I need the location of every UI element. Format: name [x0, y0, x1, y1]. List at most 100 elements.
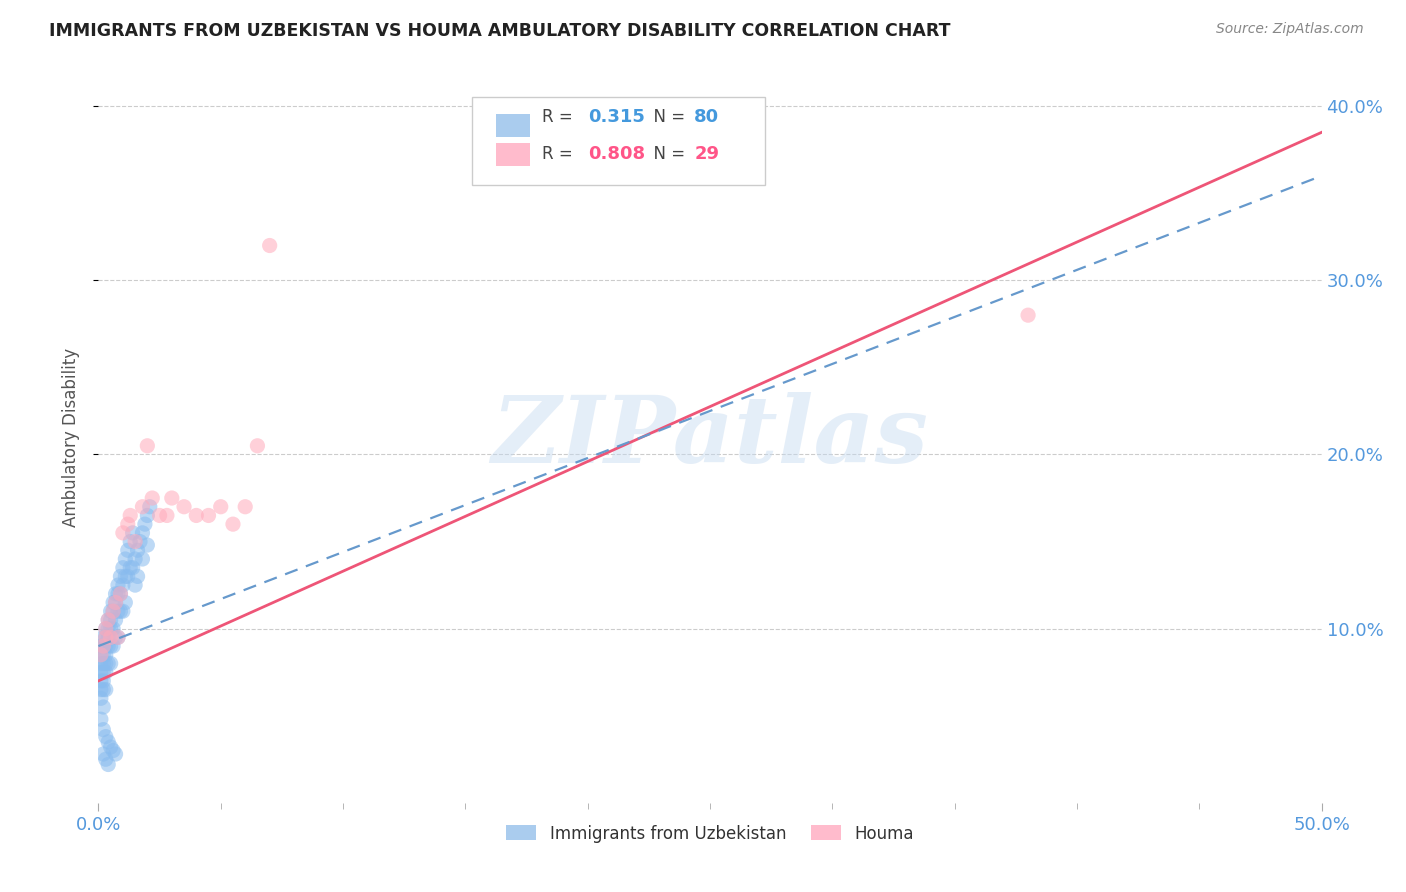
- Point: [124, 578, 146, 592]
- Point: [124, 534, 146, 549]
- Point: [114, 595, 136, 609]
- Point: [94, 648, 117, 662]
- Point: [110, 587, 132, 601]
- Point: [197, 508, 219, 523]
- Point: [104, 747, 127, 761]
- Point: [104, 631, 127, 645]
- Point: [97, 631, 120, 645]
- FancyBboxPatch shape: [496, 143, 530, 167]
- Point: [120, 560, 142, 574]
- Point: [94, 622, 117, 636]
- Point: [111, 578, 134, 592]
- Text: IMMIGRANTS FROM UZBEKISTAN VS HOUMA AMBULATORY DISABILITY CORRELATION CHART: IMMIGRANTS FROM UZBEKISTAN VS HOUMA AMBU…: [49, 22, 950, 40]
- Point: [114, 552, 136, 566]
- Point: [101, 639, 124, 653]
- Point: [91, 665, 114, 680]
- Point: [90, 639, 112, 653]
- Point: [131, 552, 153, 566]
- Point: [101, 622, 124, 636]
- Text: 0.808: 0.808: [588, 145, 645, 163]
- Point: [120, 508, 142, 523]
- Point: [136, 439, 159, 453]
- Text: ZIPatlas: ZIPatlas: [492, 392, 928, 482]
- Point: [97, 613, 120, 627]
- Point: [94, 639, 117, 653]
- Point: [100, 622, 122, 636]
- Point: [186, 508, 208, 523]
- Point: [259, 238, 281, 252]
- Text: 29: 29: [695, 145, 718, 163]
- Point: [121, 560, 143, 574]
- Point: [97, 613, 120, 627]
- Point: [131, 525, 153, 540]
- Point: [97, 757, 120, 772]
- Point: [107, 631, 129, 645]
- Point: [91, 631, 114, 645]
- Point: [90, 665, 112, 680]
- Point: [100, 639, 122, 653]
- Point: [114, 569, 136, 583]
- Point: [110, 604, 132, 618]
- Point: [117, 569, 139, 583]
- Point: [94, 682, 117, 697]
- FancyBboxPatch shape: [471, 97, 765, 185]
- Point: [111, 560, 134, 574]
- Point: [104, 595, 127, 609]
- Point: [127, 543, 149, 558]
- Point: [136, 508, 159, 523]
- Point: [110, 587, 132, 601]
- Point: [160, 491, 183, 505]
- Point: [110, 569, 132, 583]
- Point: [100, 604, 122, 618]
- Point: [127, 569, 149, 583]
- Point: [149, 508, 172, 523]
- Point: [246, 439, 269, 453]
- Point: [111, 604, 134, 618]
- Point: [101, 595, 124, 609]
- Point: [91, 673, 114, 688]
- Point: [100, 740, 122, 755]
- Point: [104, 595, 127, 609]
- Point: [136, 538, 159, 552]
- Point: [139, 500, 162, 514]
- Point: [134, 517, 156, 532]
- Text: N =: N =: [643, 145, 690, 163]
- Point: [94, 752, 117, 766]
- Point: [91, 723, 114, 737]
- Text: R =: R =: [543, 109, 578, 127]
- Point: [90, 691, 112, 706]
- Point: [131, 500, 153, 514]
- Point: [117, 543, 139, 558]
- Point: [107, 631, 129, 645]
- Point: [90, 682, 112, 697]
- Point: [91, 639, 114, 653]
- Point: [94, 631, 117, 645]
- Point: [90, 657, 112, 671]
- Point: [100, 631, 122, 645]
- Point: [222, 517, 245, 532]
- Point: [91, 639, 114, 653]
- Point: [91, 648, 114, 662]
- Point: [97, 657, 120, 671]
- Legend: Immigrants from Uzbekistan, Houma: Immigrants from Uzbekistan, Houma: [499, 818, 921, 849]
- Point: [120, 534, 142, 549]
- Point: [91, 747, 114, 761]
- Point: [233, 500, 256, 514]
- Point: [100, 613, 122, 627]
- Point: [104, 613, 127, 627]
- Point: [107, 604, 129, 618]
- Point: [173, 500, 195, 514]
- Point: [97, 639, 120, 653]
- Point: [91, 700, 114, 714]
- Point: [91, 682, 114, 697]
- Point: [90, 712, 112, 726]
- Point: [100, 657, 122, 671]
- Point: [94, 622, 117, 636]
- Point: [97, 735, 120, 749]
- Point: [97, 622, 120, 636]
- Point: [111, 525, 134, 540]
- Point: [1017, 308, 1039, 322]
- FancyBboxPatch shape: [496, 114, 530, 137]
- Point: [129, 534, 152, 549]
- Text: N =: N =: [643, 109, 690, 127]
